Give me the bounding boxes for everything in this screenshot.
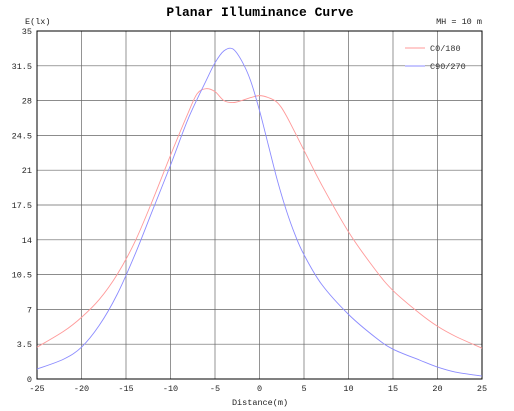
y-tick-label: 0 <box>27 375 32 385</box>
y-tick-label: 24.5 <box>12 131 32 141</box>
series-lines <box>36 47 483 377</box>
x-tick-label: -20 <box>74 384 89 394</box>
y-tick-label: 14 <box>22 236 32 246</box>
x-tick-label: -5 <box>210 384 220 394</box>
y-tick-label: 10.5 <box>12 271 32 281</box>
y-tick-label: 17.5 <box>12 201 32 211</box>
y-tick-label: 7 <box>27 305 32 315</box>
x-tick-label: -15 <box>118 384 133 394</box>
y-tick-label: 28 <box>22 97 32 107</box>
y-tick-label: 21 <box>22 166 32 176</box>
series-line-c0-180 <box>36 88 483 349</box>
y-tick-label: 35 <box>22 27 32 37</box>
legend-label-c0-180: C0/180 <box>430 44 461 54</box>
x-tick-label: 10 <box>343 384 353 394</box>
chart-title: Planar Illuminance Curve <box>166 5 353 20</box>
x-tick-label: -10 <box>163 384 178 394</box>
y-axis-label: E(lx) <box>25 17 51 27</box>
x-tick-label: 5 <box>301 384 306 394</box>
mh-annotation: MH = 10 m <box>436 17 482 27</box>
x-tick-label: -25 <box>29 384 44 394</box>
y-tick-label: 3.5 <box>17 340 32 350</box>
tick-labels: -25 -20 -15 -10 -5 0 5 10 15 20 25 0 3.5 7 10.5 14 17.5 2… <box>12 27 488 394</box>
x-tick-label: 25 <box>477 384 487 394</box>
grid <box>36 30 483 380</box>
legend: C0/180 C90/270 <box>405 44 466 72</box>
x-tick-label: 15 <box>388 384 398 394</box>
plot-frame <box>36 30 483 380</box>
series-line-c90-270 <box>36 47 483 377</box>
legend-label-c90-270: C90/270 <box>430 62 466 72</box>
x-tick-label: 20 <box>432 384 442 394</box>
x-tick-label: 0 <box>257 384 262 394</box>
y-tick-label: 31.5 <box>12 62 32 72</box>
x-axis-label: Distance(m) <box>232 398 288 408</box>
